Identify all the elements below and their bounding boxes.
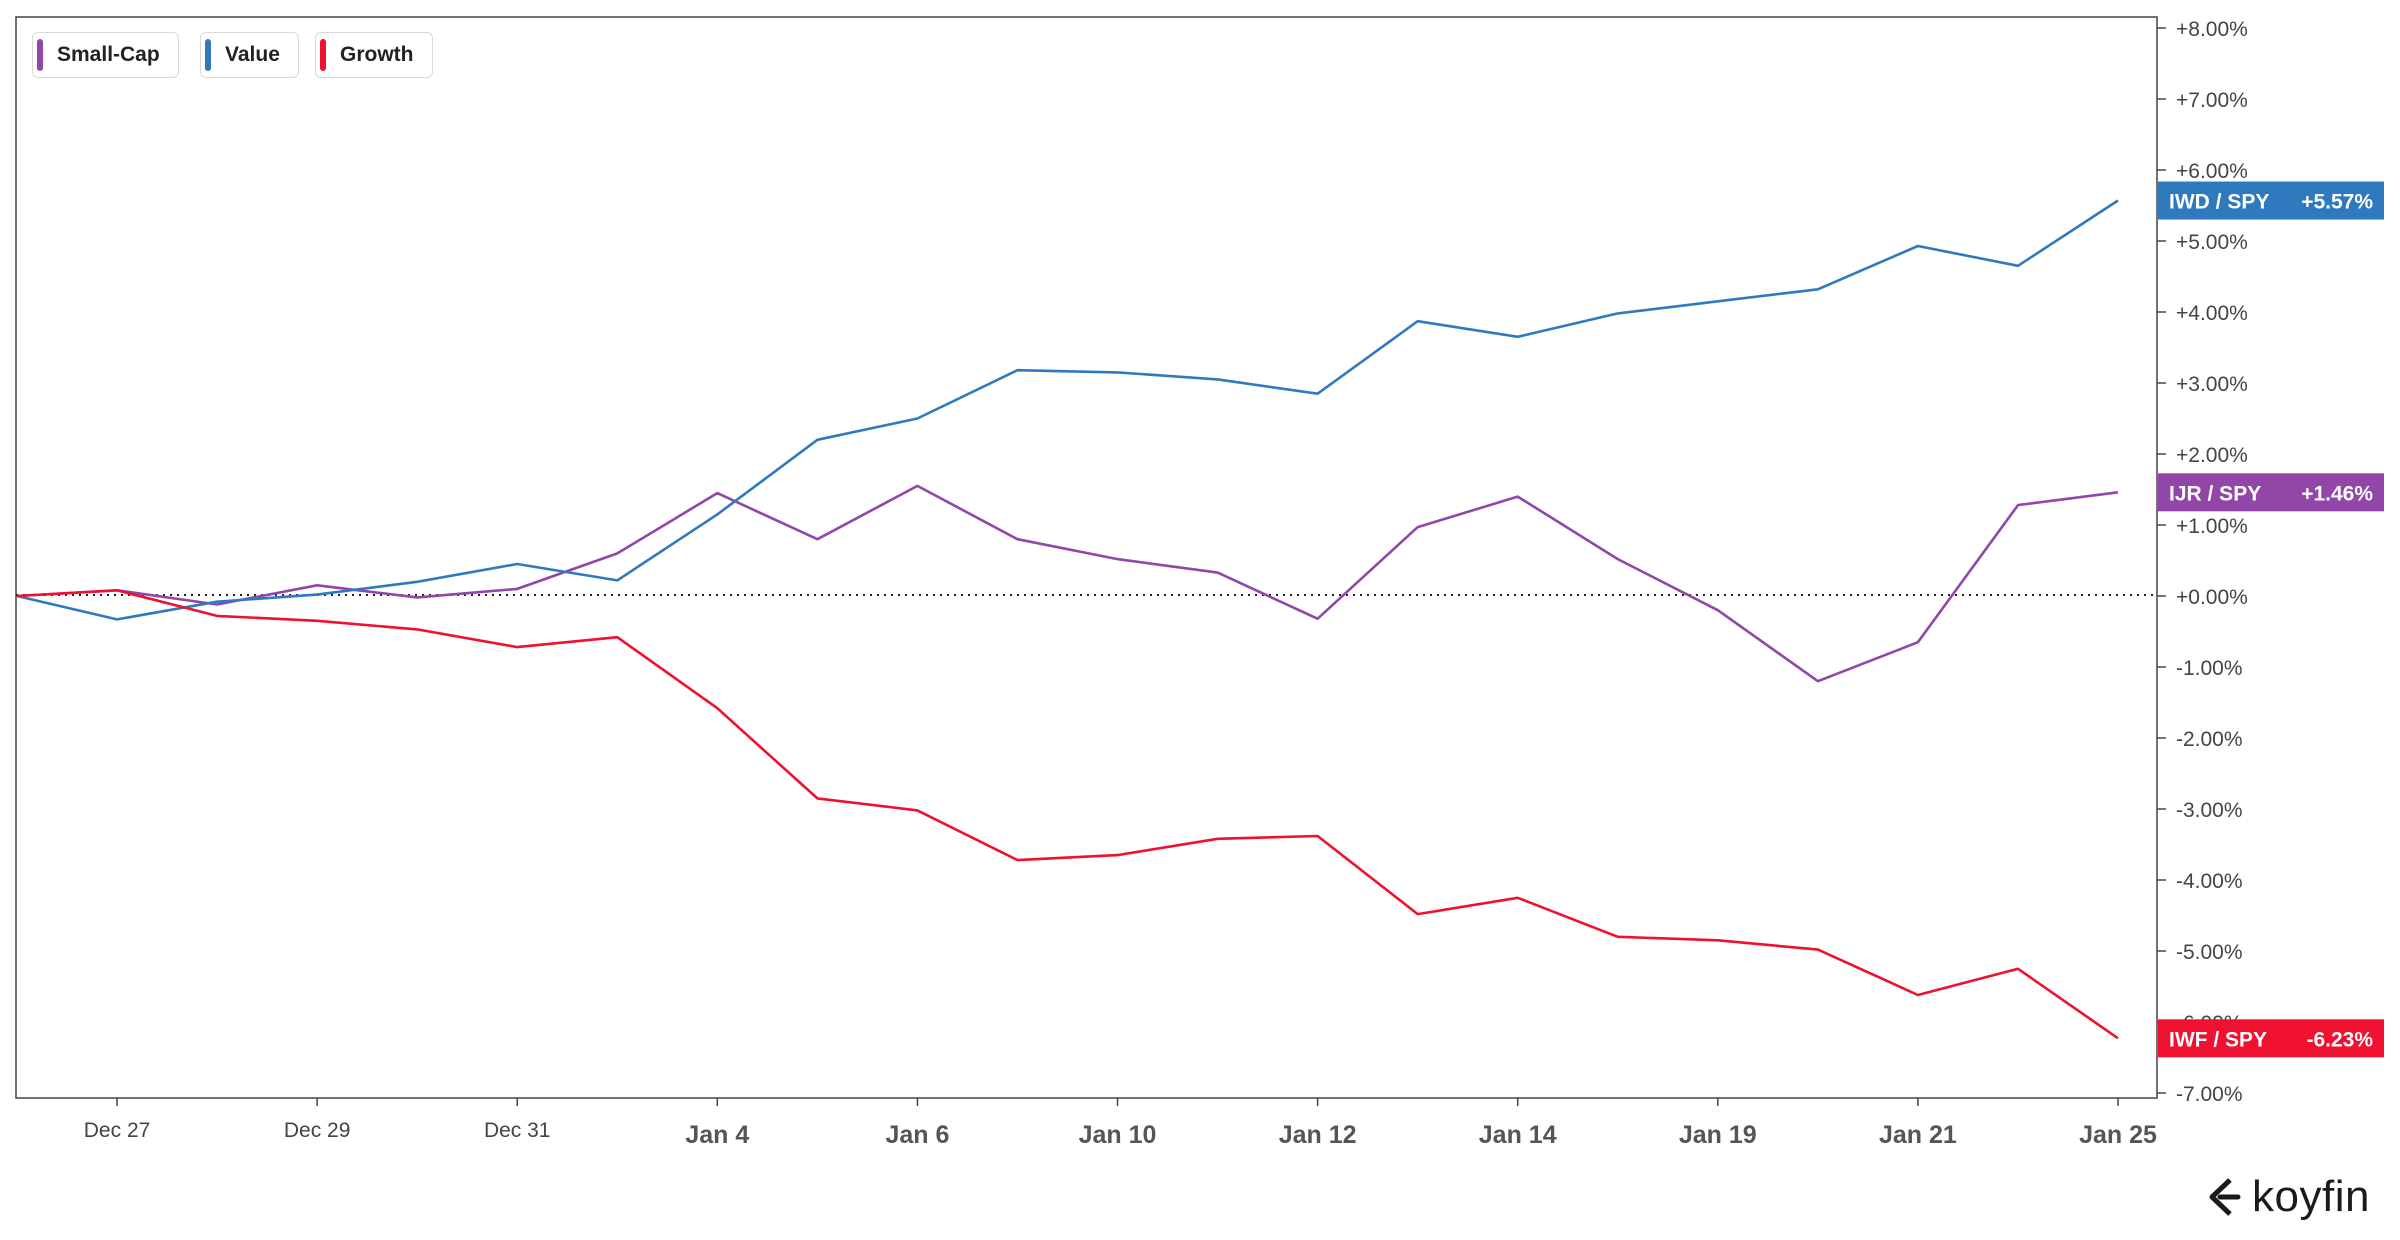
y-tick-label: +7.00% — [2176, 89, 2248, 112]
y-tick-label: -2.00% — [2176, 728, 2243, 751]
y-tick-label: +4.00% — [2176, 302, 2248, 325]
legend-color-swatch — [320, 39, 326, 71]
end-label-value: IWD / SPY +5.57% — [2158, 181, 2384, 220]
y-tick-label: -1.00% — [2176, 657, 2243, 680]
legend-label: Value — [225, 43, 280, 66]
end-label-value: +1.46% — [2301, 482, 2373, 505]
koyfin-logo-icon — [2209, 1178, 2241, 1216]
y-tick-label: +1.00% — [2176, 515, 2248, 538]
y-tick-label: +5.00% — [2176, 231, 2248, 254]
y-axis: +8.00% +7.00% +6.00% +5.00% +4.00% +3.00% +2.0… — [2157, 18, 2248, 1106]
end-label-ticker: IWD / SPY — [2169, 191, 2269, 214]
y-tick-label: +6.00% — [2176, 160, 2248, 183]
x-tick-label: Jan 12 — [1279, 1121, 1357, 1149]
legend-item-small-cap[interactable]: Small-Cap — [32, 32, 179, 78]
y-tick-label: -5.00% — [2176, 941, 2243, 964]
y-tick-label: +8.00% — [2176, 18, 2248, 41]
logo-text: koyfin — [2252, 1172, 2370, 1221]
end-label-growth: IWF / SPY -6.23% — [2158, 1019, 2384, 1058]
x-tick-label: Dec 27 — [84, 1119, 151, 1142]
x-axis: Dec 27 Dec 29 Dec 31 Jan 4 Jan 6 Jan 10 Jan 12… — [84, 1098, 2157, 1149]
y-tick-label: +0.00% — [2176, 586, 2248, 609]
end-label-value: -6.23% — [2306, 1028, 2373, 1051]
y-tick-label: -4.00% — [2176, 870, 2243, 893]
y-tick-label: -3.00% — [2176, 799, 2243, 822]
legend-item-value[interactable]: Value — [200, 32, 299, 78]
x-tick-label: Jan 21 — [1879, 1121, 1957, 1149]
end-label-badge — [2158, 181, 2384, 220]
x-tick-label: Jan 19 — [1679, 1121, 1757, 1149]
x-tick-label: Jan 4 — [685, 1121, 749, 1149]
end-label-value: +5.57% — [2301, 191, 2373, 214]
end-label-ticker: IJR / SPY — [2169, 482, 2261, 505]
x-tick-label: Dec 31 — [484, 1119, 551, 1142]
y-tick-label: -7.00% — [2176, 1083, 2243, 1106]
series-line-growth — [16, 588, 2119, 1040]
end-label-small-cap: IJR / SPY +1.46% — [2158, 473, 2384, 512]
legend-item-growth[interactable]: Growth — [315, 32, 433, 78]
end-labels: IJR / SPY +1.46% IWD / SPY +5.57% IWF / SPY -… — [2158, 181, 2384, 1058]
legend-label: Growth — [340, 43, 414, 66]
end-label-ticker: IWF / SPY — [2169, 1028, 2267, 1051]
koyfin-logo: koyfin — [2200, 1172, 2370, 1222]
legend-color-swatch — [205, 39, 211, 71]
end-label-badge — [2158, 473, 2384, 512]
series-line-small-cap — [16, 484, 2119, 683]
x-tick-label: Jan 6 — [885, 1121, 949, 1149]
y-tick-label: +3.00% — [2176, 373, 2248, 396]
x-tick-label: Jan 25 — [2079, 1121, 2157, 1149]
legend-label: Small-Cap — [57, 43, 160, 66]
x-tick-label: Jan 14 — [1479, 1121, 1557, 1149]
x-tick-label: Jan 10 — [1079, 1121, 1157, 1149]
series-lines — [16, 199, 2119, 1040]
plot-area-frame — [15, 16, 2158, 1099]
series-line-value — [16, 199, 2119, 621]
end-label-badge — [2158, 1019, 2384, 1058]
y-tick-label: +2.00% — [2176, 444, 2248, 467]
legend-color-swatch — [37, 39, 43, 71]
x-tick-label: Dec 29 — [284, 1119, 351, 1142]
